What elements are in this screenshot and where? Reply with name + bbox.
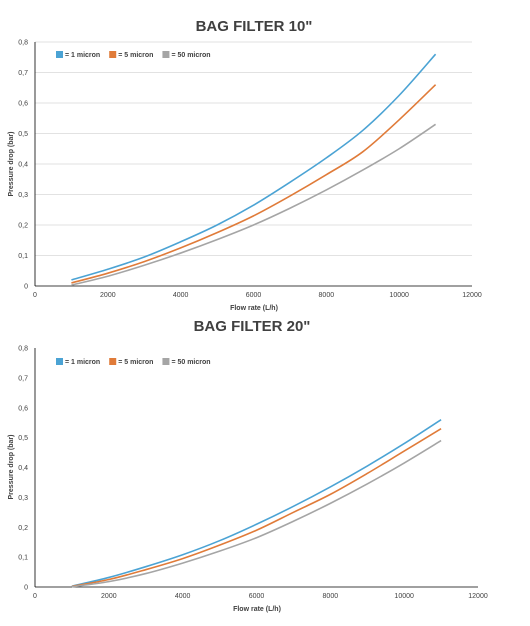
legend-swatch <box>56 358 63 365</box>
y-tick-label: 0,2 <box>18 223 28 230</box>
plot-area: 0 0,1 0,2 0,3 0,4 0,5 0,6 0,7 0,8 0 2000 4000 6000 80… <box>18 346 488 601</box>
x-tick-label: 6000 <box>246 292 262 299</box>
series-line <box>71 123 437 286</box>
y-axis-label: Pressure drop (bar) <box>8 435 15 500</box>
y-axis-label: Pressure drop (bar) <box>8 132 15 197</box>
y-tick-label: 0,3 <box>18 495 28 502</box>
series-line <box>71 53 437 281</box>
y-tick-label: 0,4 <box>18 162 28 169</box>
y-tick-label: 0,8 <box>18 40 28 47</box>
x-tick-label: 0 <box>33 292 37 299</box>
chart-title: BAG FILTER 20" <box>194 318 311 335</box>
x-tick-label: 8000 <box>323 593 339 600</box>
x-tick-label: 2000 <box>100 292 116 299</box>
x-axis-label: Flow rate (L/h) <box>230 305 278 312</box>
x-tick-label: 6000 <box>249 593 265 600</box>
y-tick-label: 0,5 <box>18 131 28 138</box>
y-tick-label: 0 <box>24 585 28 592</box>
x-axis-label: Flow rate (L/h) <box>233 606 281 613</box>
legend-swatch <box>109 358 117 365</box>
y-tick-label: 0,1 <box>18 555 28 562</box>
legend-label: = 50 micron <box>171 359 210 366</box>
legend-label: = 1 micron <box>65 359 100 366</box>
x-tick-label: 10000 <box>394 593 414 600</box>
chart-title: BAG FILTER 10" <box>196 18 313 35</box>
y-tick-label: 0,2 <box>18 525 28 532</box>
legend-label: = 5 micron <box>118 359 153 366</box>
legend-swatch <box>162 358 170 365</box>
y-tick-label: 0,6 <box>18 101 28 108</box>
x-tick-label: 4000 <box>173 292 189 299</box>
y-tick-label: 0,4 <box>18 465 28 472</box>
y-tick-label: 0,8 <box>18 346 28 353</box>
series-line <box>71 439 442 588</box>
plot-area: 0 0,1 0,2 0,3 0,4 0,5 0,6 0,7 0,8 0 2000 4000 6000 80… <box>18 40 482 300</box>
series-line <box>71 427 442 588</box>
y-tick-label: 0,7 <box>18 375 28 382</box>
y-tick-label: 0 <box>24 284 28 291</box>
x-tick-label: 4000 <box>175 593 191 600</box>
legend-swatch <box>162 51 170 58</box>
y-tick-label: 0,3 <box>18 192 28 199</box>
x-tick-label: 10000 <box>389 292 409 299</box>
series-line <box>71 419 442 587</box>
legend-swatch <box>109 51 117 58</box>
x-tick-label: 0 <box>33 593 37 600</box>
y-tick-label: 0,1 <box>18 253 28 260</box>
y-tick-label: 0,5 <box>18 435 28 442</box>
series-line <box>71 84 437 284</box>
x-tick-label: 12000 <box>462 292 482 299</box>
legend-label: = 50 micron <box>171 52 210 59</box>
legend-swatch <box>56 51 63 58</box>
chart-20-inch: BAG FILTER 20" 0 0,1 0,2 0,3 0,4 0,5 0,6 0,7 0,8… <box>8 318 488 613</box>
legend-label: = 1 micron <box>65 52 100 59</box>
x-tick-label: 8000 <box>319 292 335 299</box>
y-tick-label: 0,6 <box>18 405 28 412</box>
chart-10-inch: BAG FILTER 10" 0 0,1 0,2 0,3 0,4 0,5 0,6 0,7 0,8… <box>8 18 482 312</box>
x-tick-label: 12000 <box>468 593 488 600</box>
y-tick-label: 0,7 <box>18 70 28 77</box>
legend-label: = 5 micron <box>118 52 153 59</box>
x-tick-label: 2000 <box>101 593 117 600</box>
